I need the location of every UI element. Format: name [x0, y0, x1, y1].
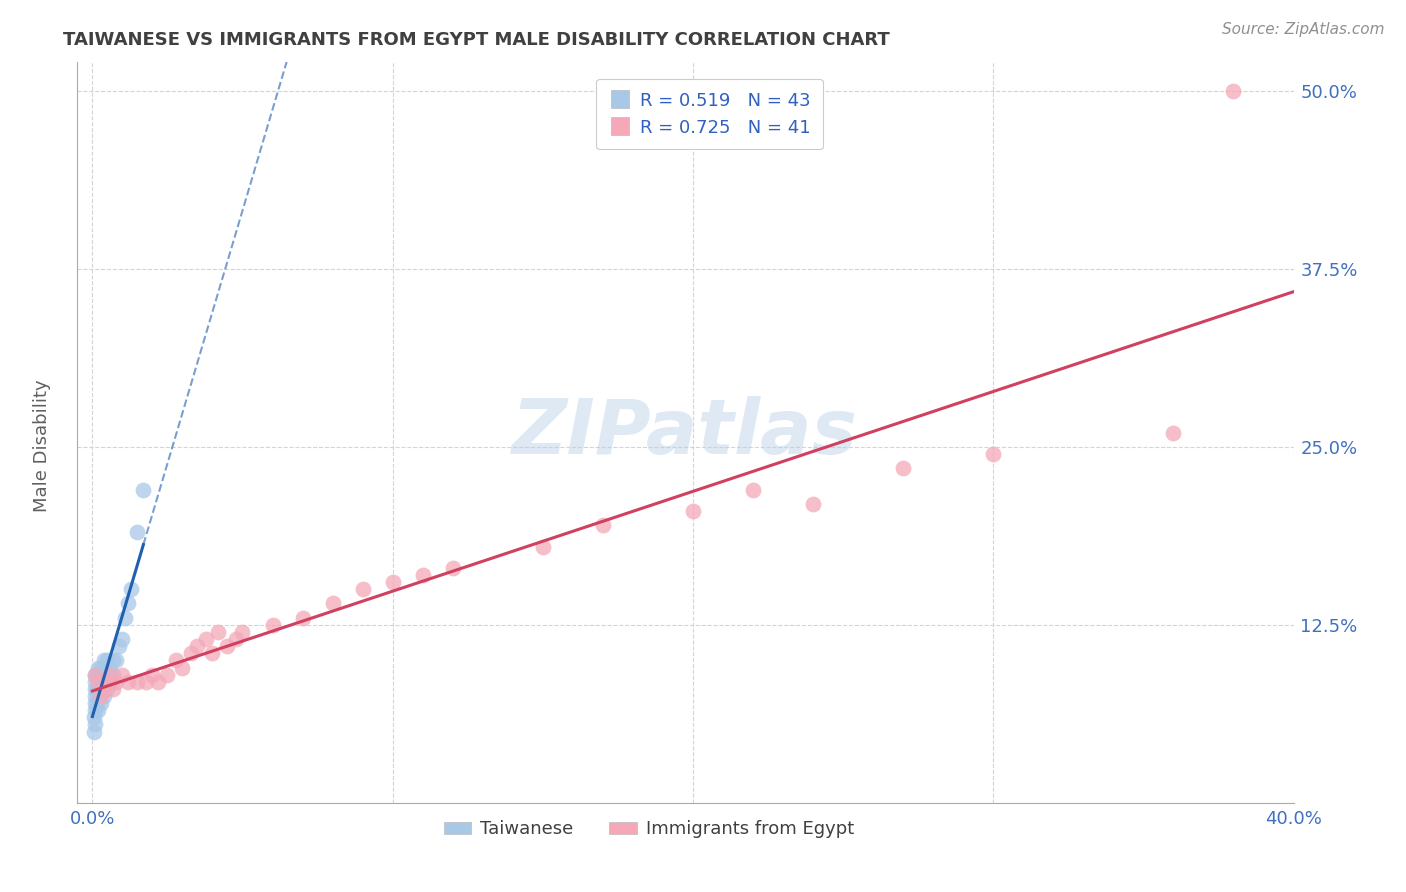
- Point: [682, 504, 704, 518]
- Point: [127, 674, 149, 689]
- Text: ZIPatlas: ZIPatlas: [512, 396, 859, 469]
- Point: [86, 681, 108, 696]
- Point: [84, 667, 107, 681]
- Point: [165, 653, 187, 667]
- Point: [742, 483, 765, 497]
- Point: [96, 674, 118, 689]
- Point: [195, 632, 218, 646]
- Point: [186, 639, 208, 653]
- Point: [90, 696, 112, 710]
- Point: [148, 674, 170, 689]
- Point: [225, 632, 247, 646]
- Point: [322, 597, 344, 611]
- Point: [89, 689, 111, 703]
- Point: [90, 674, 112, 689]
- Point: [592, 518, 614, 533]
- Point: [91, 681, 114, 696]
- Point: [111, 667, 134, 681]
- Point: [141, 667, 163, 681]
- Point: [84, 681, 107, 696]
- Point: [441, 561, 464, 575]
- Point: [103, 681, 125, 696]
- Point: [127, 525, 149, 540]
- Point: [83, 717, 105, 731]
- Text: Male Disability: Male Disability: [34, 380, 51, 512]
- Point: [108, 639, 131, 653]
- Text: TAIWANESE VS IMMIGRANTS FROM EGYPT MALE DISABILITY CORRELATION CHART: TAIWANESE VS IMMIGRANTS FROM EGYPT MALE …: [63, 31, 890, 49]
- Point: [105, 674, 128, 689]
- Point: [83, 724, 105, 739]
- Point: [352, 582, 374, 597]
- Point: [111, 632, 134, 646]
- Point: [84, 674, 107, 689]
- Point: [291, 610, 314, 624]
- Point: [87, 703, 110, 717]
- Point: [84, 689, 107, 703]
- Point: [87, 681, 110, 696]
- Point: [87, 674, 110, 689]
- Point: [1222, 84, 1244, 98]
- Point: [262, 617, 284, 632]
- Point: [1163, 425, 1185, 440]
- Point: [120, 582, 142, 597]
- Point: [217, 639, 239, 653]
- Point: [981, 447, 1004, 461]
- Point: [531, 540, 554, 554]
- Point: [117, 674, 139, 689]
- Point: [98, 674, 121, 689]
- Point: [180, 646, 202, 660]
- Point: [83, 703, 105, 717]
- Point: [105, 653, 128, 667]
- Point: [93, 689, 115, 703]
- Point: [207, 624, 229, 639]
- Point: [86, 696, 108, 710]
- Point: [87, 667, 110, 681]
- Point: [103, 653, 125, 667]
- Point: [172, 660, 194, 674]
- Point: [89, 674, 111, 689]
- Legend: Taiwanese, Immigrants from Egypt: Taiwanese, Immigrants from Egypt: [437, 814, 860, 846]
- Point: [93, 681, 115, 696]
- Point: [93, 679, 115, 693]
- Point: [87, 689, 110, 703]
- Point: [412, 568, 434, 582]
- Point: [103, 667, 125, 681]
- Point: [87, 660, 110, 674]
- Point: [98, 667, 121, 681]
- Point: [96, 653, 118, 667]
- Point: [114, 610, 136, 624]
- Point: [891, 461, 914, 475]
- Point: [90, 689, 112, 703]
- Point: [132, 483, 155, 497]
- Point: [86, 667, 108, 681]
- Point: [96, 681, 118, 696]
- Point: [201, 646, 224, 660]
- Point: [93, 653, 115, 667]
- Text: Source: ZipAtlas.com: Source: ZipAtlas.com: [1222, 22, 1385, 37]
- Point: [90, 660, 112, 674]
- Point: [231, 624, 253, 639]
- Point: [801, 497, 824, 511]
- Point: [98, 660, 121, 674]
- Point: [135, 674, 157, 689]
- Point: [84, 667, 107, 681]
- Point: [156, 667, 179, 681]
- Point: [83, 710, 105, 724]
- Point: [84, 696, 107, 710]
- Point: [117, 597, 139, 611]
- Point: [93, 667, 115, 681]
- Point: [381, 575, 404, 590]
- Point: [90, 681, 112, 696]
- Point: [96, 667, 118, 681]
